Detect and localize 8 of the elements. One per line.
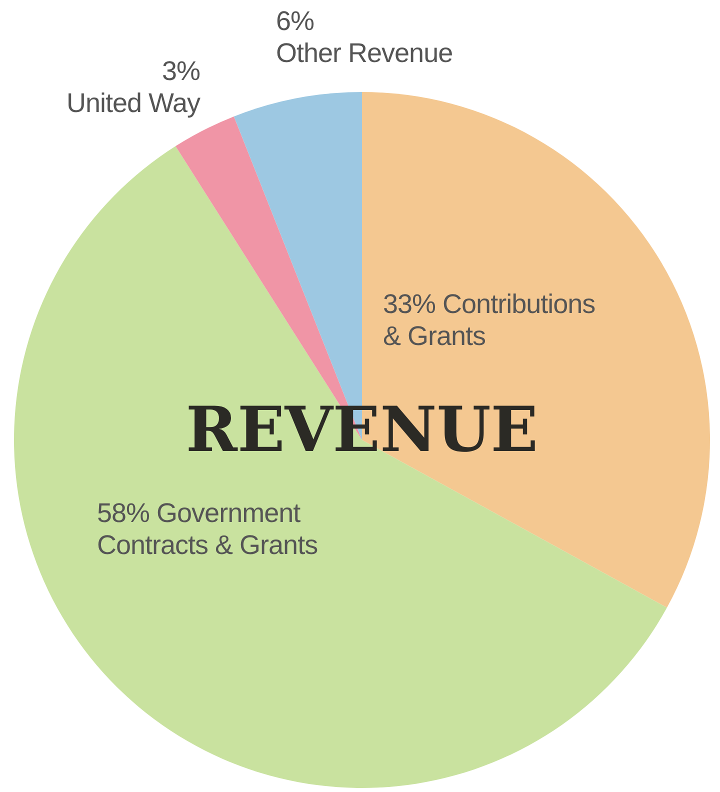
slice-label: Other Revenue bbox=[276, 37, 453, 69]
data-label: 3% bbox=[160, 55, 200, 87]
pie-slice bbox=[14, 146, 667, 788]
data-label: 6% bbox=[276, 5, 316, 37]
slice-label: United Way bbox=[66, 87, 200, 119]
text: REVENUE bbox=[184, 392, 540, 468]
slice-label: 58% Government Contracts & Grants bbox=[97, 497, 318, 561]
slice-label: 33% Contributions & Grants bbox=[383, 288, 596, 352]
